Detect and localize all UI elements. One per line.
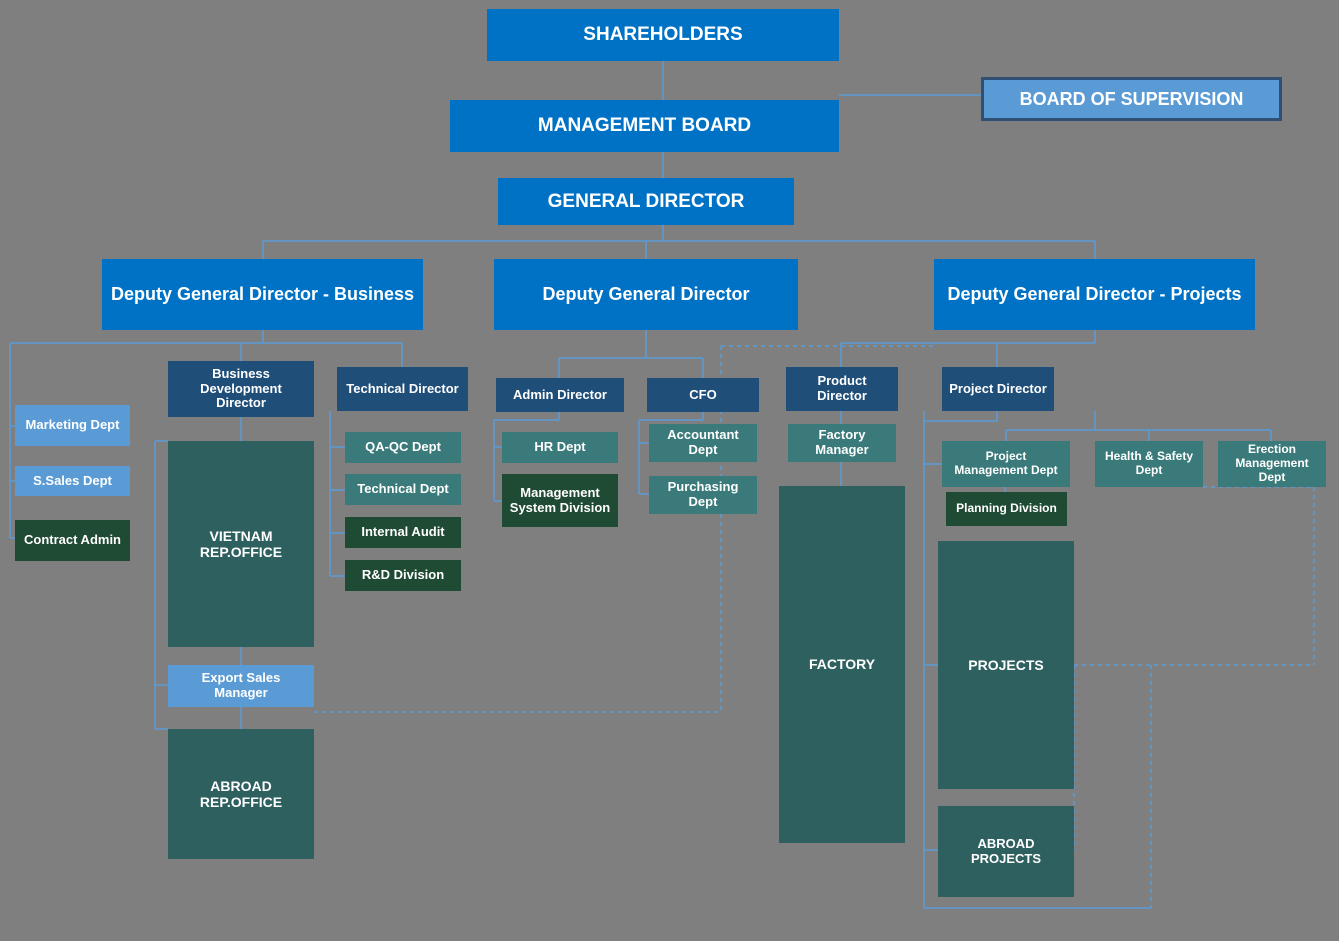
label: Deputy General Director — [542, 284, 749, 305]
node-product-director: Product Director — [786, 367, 898, 411]
label: PROJECTS — [968, 657, 1043, 673]
label: Technical Director — [346, 382, 458, 397]
label: Erection Management Dept — [1224, 443, 1320, 484]
node-management-board: MANAGEMENT BOARD — [450, 100, 839, 152]
label: Planning Division — [956, 502, 1057, 516]
node-factory: FACTORY — [779, 486, 905, 843]
label: Technical Dept — [357, 482, 449, 497]
label: GENERAL DIRECTOR — [548, 191, 745, 213]
node-accountant: Accountant Dept — [649, 424, 757, 462]
label: ABROAD PROJECTS — [944, 837, 1068, 867]
node-general-director: GENERAL DIRECTOR — [498, 178, 794, 225]
label: Deputy General Director - Business — [111, 284, 414, 305]
node-ssales-dept: S.Sales Dept — [15, 466, 130, 496]
label: HR Dept — [534, 440, 585, 455]
label: Purchasing Dept — [655, 480, 751, 510]
label: VIETNAM REP.OFFICE — [174, 528, 308, 560]
node-cfo: CFO — [647, 378, 759, 412]
node-rnd: R&D Division — [345, 560, 461, 591]
node-vn-rep: VIETNAM REP.OFFICE — [168, 441, 314, 647]
label: Deputy General Director - Projects — [947, 284, 1241, 305]
node-abroad-projects: ABROAD PROJECTS — [938, 806, 1074, 897]
label: BOARD OF SUPERVISION — [1020, 89, 1244, 110]
label: Contract Admin — [24, 533, 121, 548]
label: Project Management Dept — [948, 450, 1064, 478]
node-admin-director: Admin Director — [496, 378, 624, 412]
label: ABROAD REP.OFFICE — [174, 778, 308, 810]
node-factory-mgr: Factory Manager — [788, 424, 896, 462]
label: MANAGEMENT BOARD — [538, 115, 751, 137]
node-projects: PROJECTS — [938, 541, 1074, 789]
node-tech-director: Technical Director — [337, 367, 468, 411]
node-hr-dept: HR Dept — [502, 432, 618, 463]
node-hs-dept: Health & Safety Dept — [1095, 441, 1203, 487]
label: Accountant Dept — [655, 428, 751, 458]
node-erection-dept: Erection Management Dept — [1218, 441, 1326, 487]
label: Factory Manager — [794, 428, 890, 458]
node-marketing-dept: Marketing Dept — [15, 405, 130, 446]
label: R&D Division — [362, 568, 444, 583]
label: Marketing Dept — [26, 418, 120, 433]
org-chart-canvas: { "chart": { "type": "org-chart", "backg… — [0, 0, 1339, 941]
label: Management System Division — [508, 486, 612, 516]
node-board-of-supervision: BOARD OF SUPERVISION — [981, 77, 1282, 121]
label: Export Sales Manager — [174, 671, 308, 701]
node-pm-dept: Project Management Dept — [942, 441, 1070, 487]
label: Health & Safety Dept — [1101, 450, 1197, 478]
node-export-sales: Export Sales Manager — [168, 665, 314, 707]
node-dgd-business: Deputy General Director - Business — [102, 259, 423, 330]
node-bdd: Business Development Director — [168, 361, 314, 417]
node-purchasing: Purchasing Dept — [649, 476, 757, 514]
label: Admin Director — [513, 388, 607, 403]
node-dgd: Deputy General Director — [494, 259, 798, 330]
node-technical-dept: Technical Dept — [345, 474, 461, 505]
label: Internal Audit — [361, 525, 444, 540]
node-mgmt-sys: Management System Division — [502, 474, 618, 527]
node-qaqc: QA-QC Dept — [345, 432, 461, 463]
label: QA-QC Dept — [365, 440, 441, 455]
node-dgd-projects: Deputy General Director - Projects — [934, 259, 1255, 330]
node-contract-admin: Contract Admin — [15, 520, 130, 561]
label: Project Director — [949, 382, 1047, 397]
label: S.Sales Dept — [33, 474, 112, 489]
node-shareholders: SHAREHOLDERS — [487, 9, 839, 61]
node-planning: Planning Division — [946, 492, 1067, 526]
label: Product Director — [792, 374, 892, 404]
node-internal-audit: Internal Audit — [345, 517, 461, 548]
label: CFO — [689, 388, 716, 403]
label: FACTORY — [809, 656, 875, 672]
node-abroad-rep: ABROAD REP.OFFICE — [168, 729, 314, 859]
label: SHAREHOLDERS — [583, 24, 742, 46]
node-project-director: Project Director — [942, 367, 1054, 411]
label: Business Development Director — [174, 367, 308, 412]
